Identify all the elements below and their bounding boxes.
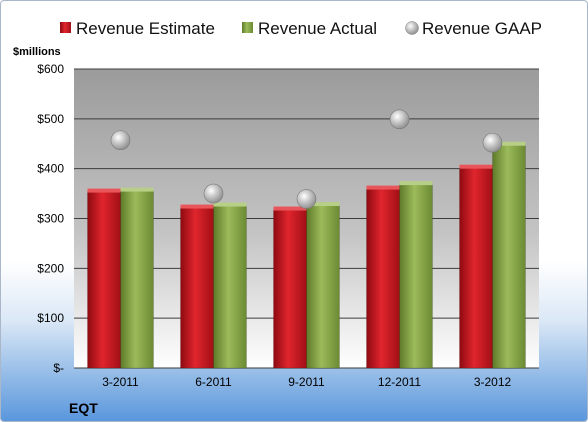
y-tick-label: $- — [53, 361, 64, 375]
bar-revenue-estimate — [273, 209, 307, 369]
bar-revenue-actual — [399, 183, 433, 369]
bar-cap — [273, 206, 307, 211]
y-tick-label: $400 — [37, 162, 64, 176]
y-tick-label: $100 — [37, 311, 64, 325]
legend-swatch — [242, 22, 253, 33]
y-tick-label: $600 — [37, 62, 64, 76]
y-tick-label: $300 — [37, 212, 64, 226]
bar-cap — [87, 188, 121, 193]
marker-revenue-gaap — [482, 132, 503, 153]
y-tick-label: $500 — [37, 112, 64, 126]
bar-revenue-estimate — [180, 207, 214, 369]
marker-revenue-gaap — [296, 189, 317, 209]
bar-revenue-actual — [492, 144, 526, 369]
legend-swatch — [405, 21, 419, 35]
y-axis-label: $millions — [13, 46, 61, 58]
legend-label: Revenue Estimate — [76, 19, 215, 38]
bar-revenue-estimate — [87, 191, 121, 369]
x-tick-label: 9-2011 — [288, 375, 325, 389]
bar-cap — [492, 141, 526, 146]
marker-revenue-gaap — [389, 109, 410, 130]
marker-revenue-gaap — [203, 183, 224, 204]
y-tick-label: $200 — [37, 261, 64, 275]
legend-swatch — [60, 22, 71, 33]
marker-revenue-gaap — [110, 130, 131, 151]
legend-label: Revenue GAAP — [422, 19, 542, 38]
x-tick-label: 6-2011 — [195, 375, 232, 389]
x-tick-label: 3-2012 — [474, 375, 512, 389]
bar-cap — [120, 187, 154, 192]
company-label: EQT — [69, 400, 98, 416]
bar-cap — [459, 164, 493, 169]
legend-label: Revenue Actual — [258, 19, 377, 38]
bar-cap — [366, 185, 400, 190]
bar-revenue-actual — [120, 190, 154, 369]
bar-revenue-estimate — [459, 167, 493, 369]
bar-revenue-actual — [213, 205, 247, 369]
bar-cap — [399, 181, 433, 186]
bar-revenue-actual — [306, 204, 340, 369]
bar-cap — [180, 204, 214, 209]
bar-revenue-estimate — [366, 188, 400, 369]
bar-cap — [306, 202, 340, 207]
x-tick-label: 12-2011 — [378, 375, 421, 389]
bar-cap — [213, 202, 247, 207]
x-tick-label: 3-2011 — [102, 375, 139, 389]
